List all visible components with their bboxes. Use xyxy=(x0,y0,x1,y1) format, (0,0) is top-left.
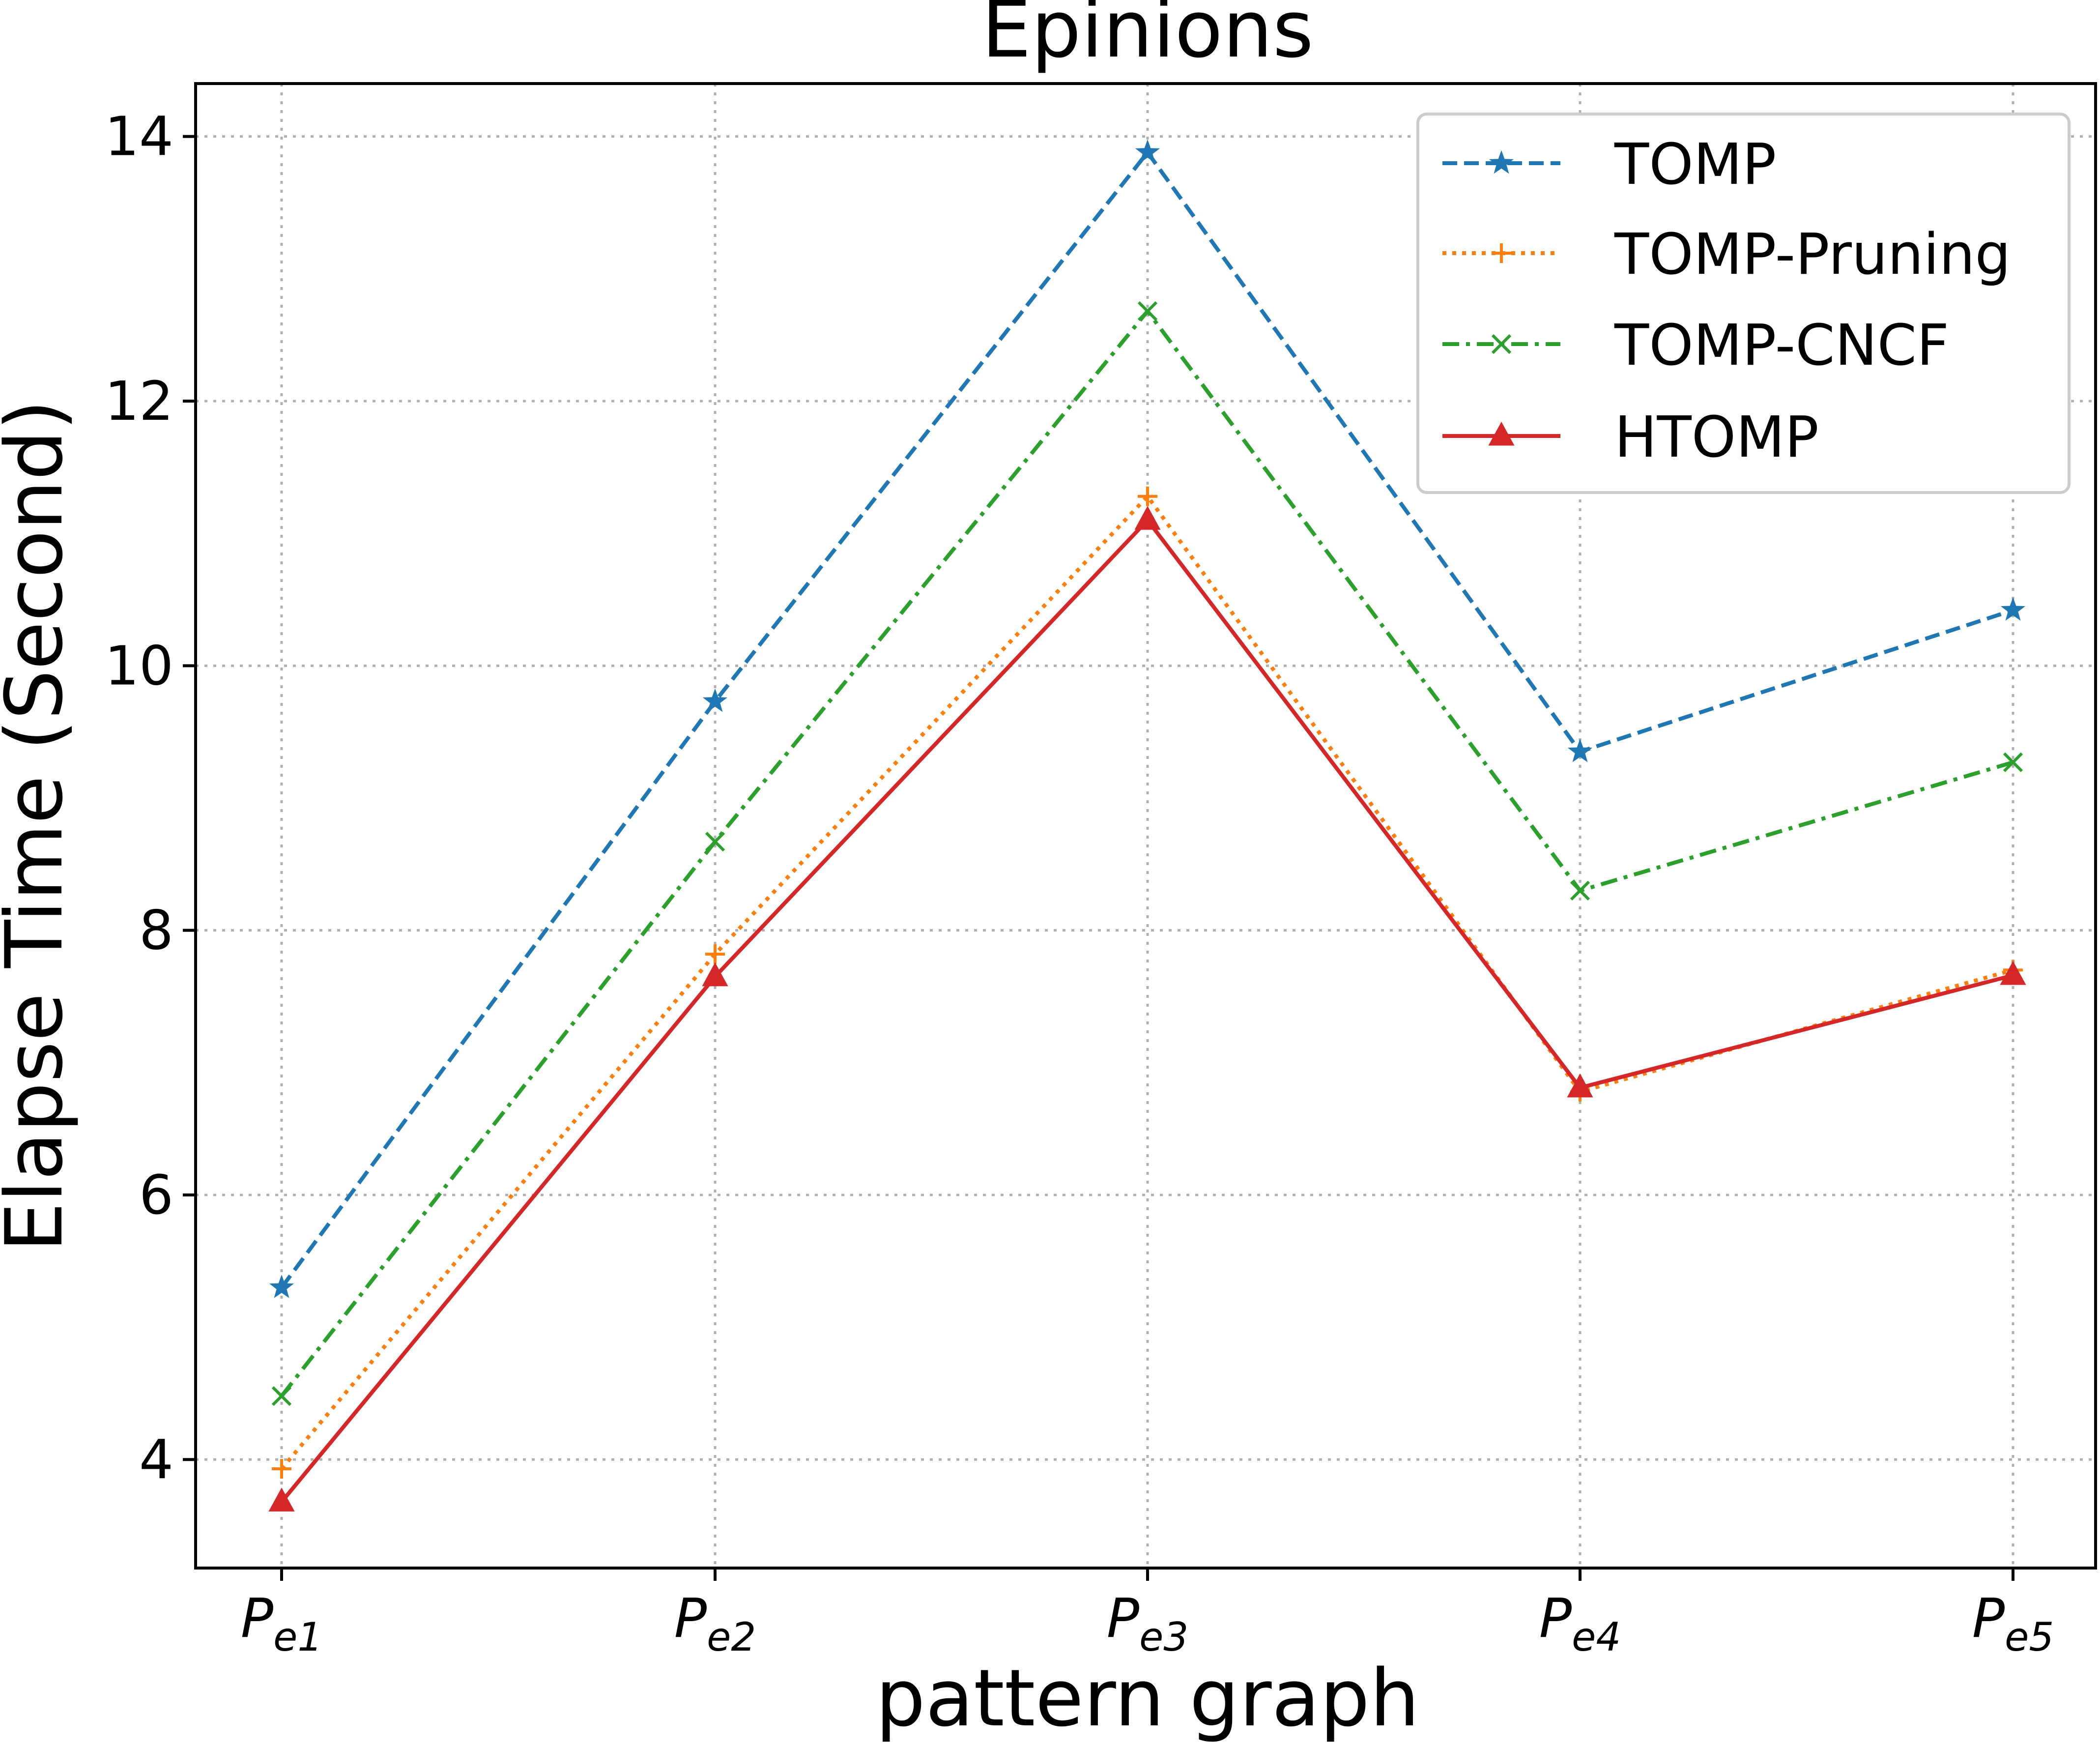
data-point-htomp xyxy=(268,1487,295,1512)
x-tick-label: Pe3 xyxy=(1107,1587,1188,1660)
data-point-tomp xyxy=(2000,597,2026,621)
y-axis-label: Elapse Time (Second) xyxy=(0,400,80,1252)
data-point-tomp xyxy=(1135,139,1160,163)
axis-ticks: Pe1 Pe2 Pe3 Pe4 Pe5 4 6 8 10 12 14 xyxy=(105,105,2054,1660)
x-tick-label: Pe5 xyxy=(1972,1587,2054,1660)
data-point-tomp xyxy=(269,1274,294,1298)
legend: TOMP TOMP-Pruning TOMP-CNCF HTOMP xyxy=(1416,113,2071,494)
legend-item-tomp-pruning: TOMP-Pruning xyxy=(1442,222,2011,288)
legend-label: TOMP-Pruning xyxy=(1614,222,2011,288)
data-point-tomp-pruning xyxy=(272,1459,291,1479)
legend-box xyxy=(1416,113,2071,494)
x-tick-label: Pe1 xyxy=(241,1587,322,1660)
data-point-tomp-cncf xyxy=(271,1386,292,1406)
legend-marker xyxy=(1488,421,1515,446)
chart-title: Epinions xyxy=(981,0,1314,75)
legend-marker xyxy=(1491,334,1512,354)
y-tick-label: 14 xyxy=(105,105,173,168)
data-point-tomp xyxy=(702,688,728,712)
y-tick-label: 12 xyxy=(105,370,173,433)
series-layer xyxy=(268,139,2026,1512)
series-htomp xyxy=(268,506,2026,1512)
y-tick-label: 10 xyxy=(105,634,173,697)
series-tomp-pruning xyxy=(272,486,2023,1479)
data-point-htomp xyxy=(1567,1073,1593,1098)
legend-item-tomp: TOMP xyxy=(1442,132,1776,198)
legend-label: TOMP xyxy=(1614,132,1776,198)
legend-label: TOMP-CNCF xyxy=(1614,313,1949,378)
data-point-tomp xyxy=(1567,738,1593,762)
data-point-htomp xyxy=(2000,961,2026,985)
x-axis-label: pattern graph xyxy=(875,1652,1419,1744)
data-point-tomp-cncf xyxy=(1570,880,1590,901)
data-point-htomp xyxy=(702,962,728,987)
legend-item-htomp: HTOMP xyxy=(1442,405,1819,470)
data-point-tomp-cncf xyxy=(705,832,725,852)
series-line-htomp xyxy=(280,518,2014,1503)
legend-item-tomp-cncf: TOMP-CNCF xyxy=(1442,313,1949,378)
legend-label: HTOMP xyxy=(1614,405,1819,470)
x-tick-label: Pe2 xyxy=(674,1587,756,1660)
series-tomp-cncf xyxy=(271,301,2023,1406)
y-tick-label: 4 xyxy=(139,1428,173,1491)
legend-marker xyxy=(1492,243,1511,263)
data-point-tomp-cncf xyxy=(1137,301,1158,321)
plot-area-frame xyxy=(194,82,2097,1570)
y-tick-label: 6 xyxy=(139,1163,173,1226)
data-point-tomp-pruning xyxy=(1138,486,1157,506)
y-tick-label: 8 xyxy=(139,899,173,962)
series-tomp xyxy=(269,139,2026,1298)
legend-marker xyxy=(1489,150,1514,174)
data-point-tomp-pruning xyxy=(705,944,725,964)
data-point-tomp-cncf xyxy=(2003,752,2023,772)
data-point-htomp xyxy=(1134,506,1161,530)
x-tick-label: Pe4 xyxy=(1539,1587,1621,1660)
